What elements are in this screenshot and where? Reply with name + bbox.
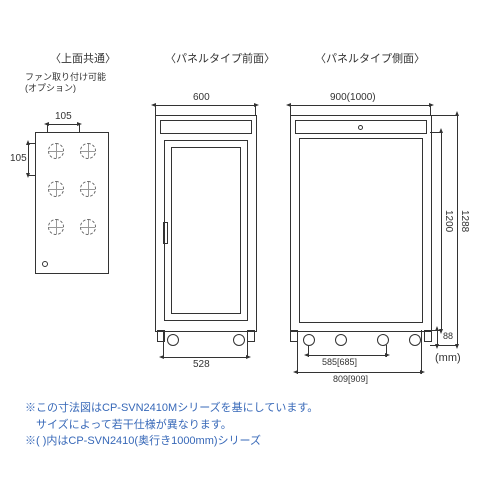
front-leg: [247, 330, 255, 342]
dim-front-top: 600: [193, 92, 210, 103]
wheel-icon: [303, 334, 315, 346]
label-top-common: 〈上面共通〉: [50, 50, 116, 66]
fan-icon: [80, 143, 96, 159]
fan-note-2: (オプション): [25, 81, 76, 94]
dim-top-w: 105: [55, 111, 72, 122]
label-side: 〈パネルタイプ側面〉: [315, 50, 425, 66]
dim-line: [28, 144, 29, 174]
front-handle: [163, 222, 168, 244]
dim-side-b1: 585[685]: [322, 357, 357, 367]
lock-icon: [358, 125, 363, 130]
fan-icon: [80, 181, 96, 197]
ext-line: [28, 143, 36, 144]
dim-line: [48, 124, 78, 125]
unit-label: (mm): [435, 352, 461, 364]
dim-side-b2: 809[909]: [333, 374, 368, 384]
note-line-1: ※この寸法図はCP-SVN2410Mシリーズを基にしています。: [25, 400, 318, 417]
dim-line: [441, 132, 442, 330]
note-line-3: ※( )内はCP-SVN2410(奥行き1000mm)シリーズ: [25, 433, 318, 450]
dim-top-h: 105: [10, 153, 27, 164]
wheel-icon: [409, 334, 421, 346]
ext-line: [247, 330, 248, 357]
dim-line: [437, 330, 438, 345]
fan-icon: [48, 181, 64, 197]
ext-line: [386, 345, 387, 357]
side-leg: [424, 330, 432, 342]
fan-icon: [48, 219, 64, 235]
dim-line: [155, 105, 255, 106]
front-door: [164, 140, 248, 321]
side-panel: [299, 138, 423, 323]
ext-line: [430, 115, 458, 116]
footer-notes: ※この寸法図はCP-SVN2410Mシリーズを基にしています。 サイズによって若…: [25, 400, 318, 450]
ext-line: [255, 105, 256, 115]
dim-side-h-outer: 1288: [459, 210, 470, 232]
hole-icon: [42, 261, 48, 267]
front-view-outer: [155, 115, 257, 332]
label-front: 〈パネルタイプ前面〉: [165, 50, 275, 66]
fan-icon: [80, 219, 96, 235]
dim-front-bottom: 528: [193, 359, 210, 370]
ext-line: [47, 124, 48, 132]
wheel-icon: [335, 334, 347, 346]
wheel-icon: [167, 334, 179, 346]
dim-side-h-inner: 1200: [443, 210, 454, 232]
dim-line: [297, 372, 421, 373]
front-door-glass: [171, 147, 241, 314]
wheel-icon: [233, 334, 245, 346]
ext-line: [430, 132, 442, 133]
ext-line: [155, 105, 156, 115]
ext-line: [163, 330, 164, 357]
ext-line: [290, 105, 291, 115]
diagram-area: 〈上面共通〉 〈パネルタイプ前面〉 〈パネルタイプ側面〉 ファン取り付け可能 (…: [25, 50, 475, 390]
dim-line: [308, 355, 386, 356]
side-top-bar: [295, 120, 427, 134]
top-view: [35, 132, 109, 274]
ext-line: [297, 330, 298, 374]
note-line-2: サイズによって若干仕様が異なります。: [25, 417, 318, 434]
ext-line: [308, 345, 309, 357]
front-top-bar: [160, 120, 252, 134]
ext-line: [79, 124, 80, 132]
side-view-outer: [290, 115, 432, 332]
wheel-icon: [377, 334, 389, 346]
dim-line: [457, 115, 458, 345]
dim-line: [290, 105, 430, 106]
dim-line: [163, 357, 247, 358]
fan-icon: [48, 143, 64, 159]
dim-wheel: 88: [443, 331, 453, 341]
dim-side-top: 900(1000): [330, 92, 376, 103]
ext-line: [28, 175, 36, 176]
ext-line: [421, 330, 422, 374]
ext-line: [430, 105, 431, 115]
